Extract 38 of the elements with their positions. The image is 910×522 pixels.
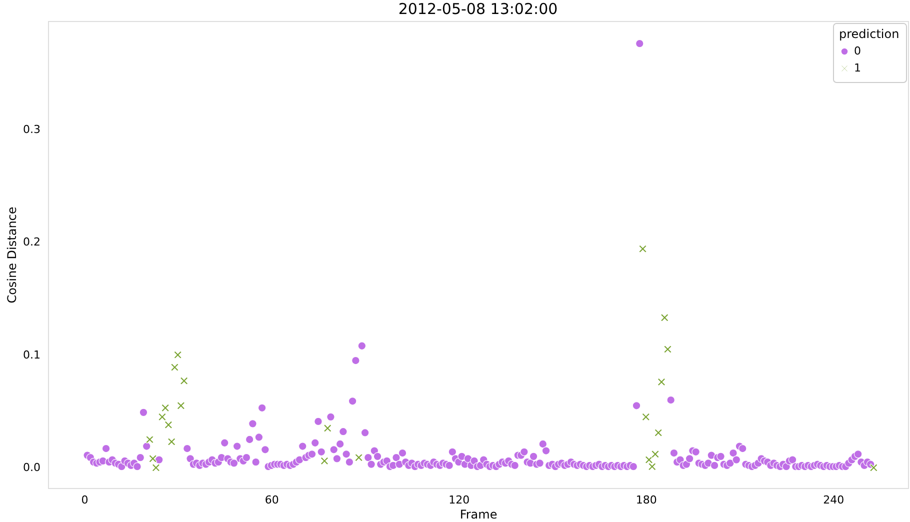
point — [320, 456, 329, 466]
point — [657, 378, 666, 386]
legend-label: 1 — [854, 62, 861, 74]
point — [146, 435, 154, 444]
y-tick-label: 0.1 — [23, 348, 40, 362]
point — [180, 376, 188, 386]
point — [164, 420, 173, 430]
y-tick-label: 0.2 — [23, 236, 40, 249]
y-tick-label: 0.3 — [23, 122, 40, 136]
point — [176, 401, 186, 410]
x-tick-label: 120 — [448, 494, 470, 506]
x-tick-label: 180 — [636, 494, 657, 506]
x-tick-label: 240 — [823, 494, 844, 506]
x-tick-label: 0 — [81, 494, 88, 506]
point — [148, 454, 158, 463]
point — [644, 456, 654, 464]
point — [161, 404, 170, 412]
y-tick-label: 0.0 — [23, 461, 40, 474]
point — [158, 412, 166, 422]
point — [654, 428, 663, 437]
point — [170, 363, 179, 372]
legend-label: 0 — [854, 44, 861, 58]
point — [152, 464, 160, 472]
legend-title: prediction — [839, 27, 900, 41]
point — [651, 450, 660, 458]
x-axis-title: Frame — [460, 508, 498, 522]
y-axis-title: Cosine Distance — [5, 206, 20, 304]
chart-title: 2012-05-08 13:02:00 — [398, 0, 558, 18]
point — [660, 313, 669, 322]
point — [354, 453, 363, 462]
point — [870, 464, 878, 472]
point — [174, 350, 182, 360]
x-tick-label: 60 — [264, 494, 279, 506]
point — [167, 438, 176, 446]
point — [638, 244, 647, 254]
point — [323, 424, 332, 432]
point — [642, 412, 650, 422]
point — [664, 345, 672, 354]
